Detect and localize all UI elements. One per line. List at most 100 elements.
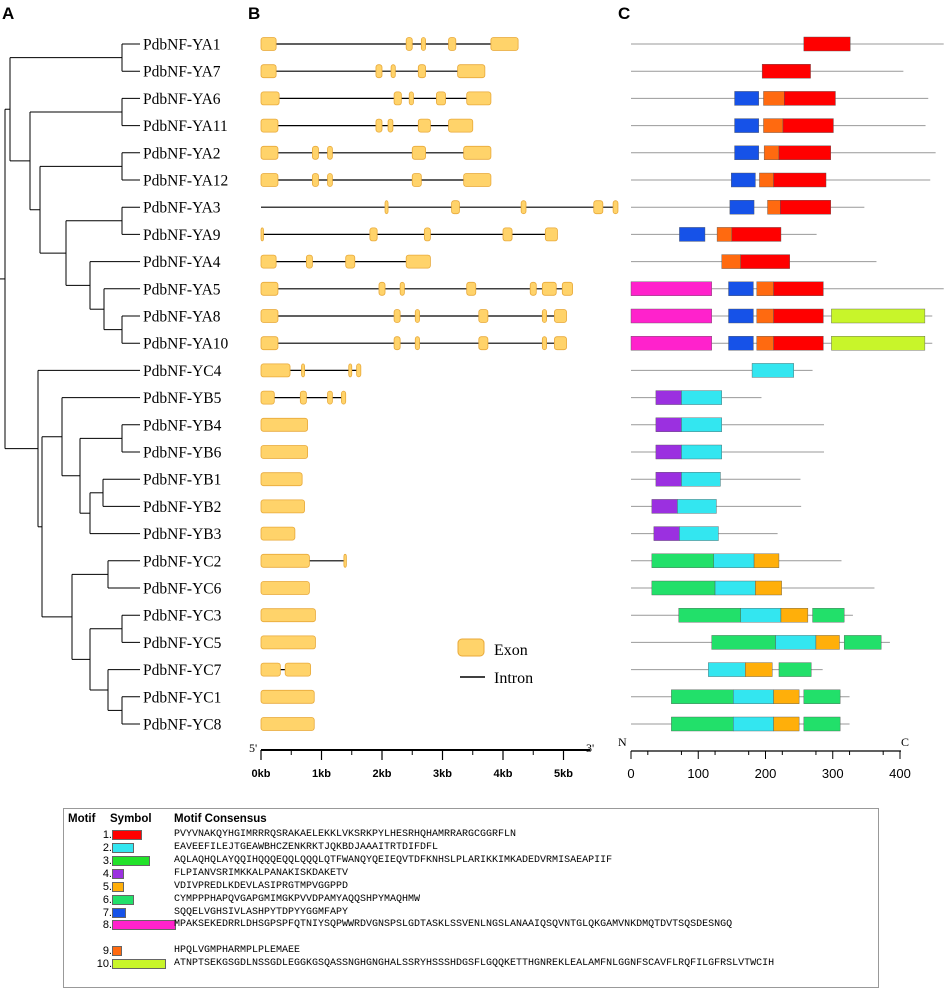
motif-1-block (782, 118, 834, 133)
motif-2-block (751, 363, 794, 378)
exon-block (399, 281, 405, 296)
exon-block (260, 390, 275, 405)
gene-structure-row (260, 145, 492, 160)
motif-consensus: VDIVPREDLKDEVLASIPRGTMPVGGPPD (174, 881, 349, 892)
protein-motif-row (631, 91, 929, 106)
motif-2-block (708, 662, 746, 677)
protein-motif-row (631, 608, 853, 623)
motif-symbol (112, 869, 124, 879)
motif-7-block (729, 199, 755, 215)
exon-block (305, 254, 313, 269)
exon-block (411, 145, 426, 160)
gene-label: PdbNF-YA12 (143, 173, 228, 190)
motif-10-block (831, 336, 926, 351)
protein-motif-row (631, 63, 904, 79)
exon-block (463, 145, 492, 160)
motif-axis-tick-label: 400 (889, 766, 911, 781)
gene-label: PdbNF-YA7 (143, 64, 221, 81)
gene-axis-tick-label: 4kb (494, 768, 513, 780)
exon-block (348, 363, 353, 378)
exon-block (260, 145, 279, 160)
motif-distribution-panel (630, 36, 944, 732)
motif-1-block (780, 199, 831, 215)
motif-6-block (678, 608, 741, 623)
gene-structure-row (260, 281, 573, 296)
motif-2-block (733, 716, 774, 732)
exon-block (387, 118, 394, 133)
protein-motif-row (631, 254, 877, 269)
gene-axis-ticks: 0kb 1kb 2kb 3kb 4kb 5kb (252, 750, 573, 780)
motif-6-block (671, 689, 734, 704)
motif-2-block (681, 417, 722, 432)
exon-block (408, 91, 414, 106)
exon-block (448, 37, 457, 51)
motif-5-block (745, 662, 773, 677)
motif-9-block (763, 91, 785, 106)
exon-block (466, 281, 477, 296)
gene-label: PdbNF-YA5 (143, 281, 221, 298)
gene-label: PdbNF-YA10 (143, 336, 229, 353)
exon-block (417, 118, 431, 133)
protein-motif-row (631, 199, 865, 215)
motif-6-block (803, 689, 841, 704)
header-motif: Motif (68, 813, 96, 825)
motif-9-block (716, 227, 733, 242)
phylogenetic-tree (0, 43, 140, 725)
motif-5-block (755, 580, 782, 596)
gene-structure-row (260, 363, 362, 378)
n-terminus-label: N (618, 735, 627, 749)
motif-4-block (655, 444, 682, 460)
exon-block (478, 309, 489, 323)
exon-block (327, 390, 333, 405)
motif-8-block (630, 308, 712, 324)
exon-block (341, 390, 347, 405)
motif-4-block (655, 390, 682, 405)
motif-number: 4. (102, 868, 112, 880)
exon-block (343, 553, 347, 568)
protein-motif-row (631, 472, 801, 487)
motif-consensus: AQLAQHQLAYQQIHQQQEQQLQQQLQTFWANQYQEIEQVT… (174, 855, 613, 866)
exon-block (327, 173, 333, 187)
gene-label: PdbNF-YC2 (143, 553, 221, 570)
gene-axis-tick-label: 0kb (252, 768, 271, 780)
exon-block (312, 145, 319, 160)
exon-block (260, 608, 316, 623)
exon-block (541, 309, 547, 323)
motif-7-block (734, 118, 759, 133)
exon-block (451, 200, 460, 215)
motif-legend-table: Motif Symbol Motif Consensus 1. PVYVNAKQY… (63, 808, 879, 988)
motif-consensus: HPQLVGMPHARMPLPLEMAEE (174, 945, 301, 956)
motif-consensus: CYMPPPHAPQVGAPGMIMGKPVVDPAMYAQQSHPYMAQHM… (174, 894, 421, 905)
motif-1-block (773, 308, 824, 324)
motif-consensus: EAVEEFILEJTGEAWBHCZENKRKTJQKBDJAAAITRTDI… (174, 842, 439, 853)
motif-9-block (756, 336, 774, 351)
gene-structure-row (260, 472, 303, 487)
motif-5-block (773, 716, 800, 732)
exon-block (345, 254, 356, 269)
exon-block (312, 173, 319, 187)
motif-5-block (815, 635, 840, 650)
exon-block (260, 581, 310, 595)
protein-motif-row (631, 227, 817, 242)
motif-1-block (731, 227, 782, 242)
gene-structure-row (261, 200, 619, 215)
gene-label: PdbNF-YC6 (143, 581, 222, 598)
gene-structure-row (260, 689, 315, 704)
motif-symbol (112, 908, 126, 918)
motif-consensus: PVYVNAKQYHGIMRRRQSRAKAELEKKLVKSRKPYLHESR… (174, 829, 517, 840)
exon-block (593, 200, 604, 215)
protein-motif-row (631, 635, 890, 650)
exon-block (260, 635, 316, 650)
motif-9-block (756, 281, 774, 296)
exon-block (384, 200, 389, 215)
motif-1-block (740, 254, 790, 269)
exon-block (529, 281, 537, 296)
exon-block (260, 717, 315, 731)
motif-5-block (773, 689, 800, 704)
motif-6-block (651, 580, 716, 596)
motif-2-block (677, 499, 717, 514)
exon-block (301, 363, 305, 378)
gene-label: PdbNF-YA1 (143, 37, 221, 54)
five-prime-label: 5' (249, 741, 257, 755)
motif-number: 3. (102, 855, 112, 867)
